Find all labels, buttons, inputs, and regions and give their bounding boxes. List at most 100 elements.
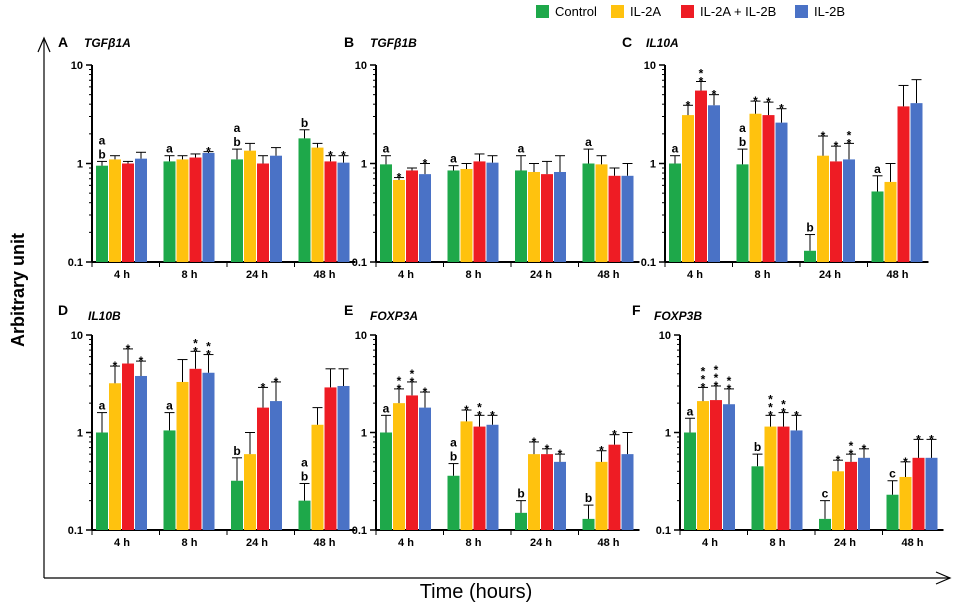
significance-star: * xyxy=(699,74,704,88)
bar-A-0-2 xyxy=(122,163,134,262)
significance-star: * xyxy=(712,88,717,102)
x-tick-label: 8 h xyxy=(182,537,198,549)
panel-B: B TGFβ1B 0.1 1 10 4 h 8 h 24 h 48 h a * * a a a xyxy=(344,34,640,281)
bar-D-3-0 xyxy=(298,500,311,530)
significance-star: * xyxy=(612,428,617,442)
significance-star: * xyxy=(781,398,786,412)
bar-A-0-3 xyxy=(135,158,147,262)
x-tick-label: 4 h xyxy=(114,537,130,549)
bar-C-3-1 xyxy=(884,181,897,262)
x-tick-label: 4 h xyxy=(398,537,414,549)
bar-F-0-2 xyxy=(710,400,722,530)
legend-swatch-1 xyxy=(611,5,624,18)
outer-y-arrow-icon xyxy=(37,36,51,53)
y-tick-label: 0.1 xyxy=(641,257,656,269)
significance-star: * xyxy=(477,400,482,414)
x-tick-label: 48 h xyxy=(313,537,335,549)
bar-F-0-0 xyxy=(684,432,696,530)
x-tick-label: 48 h xyxy=(597,269,619,281)
bar-D-0-1 xyxy=(109,383,121,530)
y-tick-label: 10 xyxy=(644,60,656,72)
y-axis-title: Arbitrary unit xyxy=(8,233,28,347)
significance-star: * xyxy=(794,408,799,422)
legend-label-0: Control xyxy=(555,4,597,19)
significance-star: * xyxy=(781,406,786,420)
x-tick-label: 24 h xyxy=(530,537,552,549)
x-tick-label: 8 h xyxy=(755,269,771,281)
bar-B-3-1 xyxy=(595,164,608,262)
significance-star: * xyxy=(206,145,211,159)
x-tick-label: 24 h xyxy=(834,537,856,549)
significance-star: * xyxy=(410,375,415,389)
bar-D-1-2 xyxy=(189,368,202,530)
significance-star: * xyxy=(903,455,908,469)
significance-star: * xyxy=(821,129,826,143)
significance-letter: b xyxy=(450,450,457,464)
outer-axes xyxy=(37,36,952,585)
y-tick-label: 10 xyxy=(355,330,367,342)
significance-letter: b xyxy=(233,135,240,149)
significance-letter: b xyxy=(739,135,746,149)
bar-E-0-3 xyxy=(419,407,431,530)
bar-C-2-1 xyxy=(817,155,829,262)
significance-star: * xyxy=(847,136,852,150)
significance-star: * xyxy=(328,149,333,163)
significance-letter: a xyxy=(234,121,241,135)
significance-star: * xyxy=(490,408,495,422)
bar-D-3-2 xyxy=(324,387,337,530)
bar-F-1-3 xyxy=(790,430,803,530)
legend-label-3: IL-2B xyxy=(814,4,845,19)
bar-F-2-2 xyxy=(845,461,857,530)
bar-E-0-2 xyxy=(406,395,418,530)
bar-E-2-2 xyxy=(541,454,553,530)
bar-D-1-0 xyxy=(163,430,176,530)
significance-star: * xyxy=(206,348,211,362)
significance-letter: a xyxy=(166,399,173,413)
y-tick-label: 1 xyxy=(77,159,83,171)
significance-letter: b xyxy=(585,491,592,505)
bar-C-1-3 xyxy=(775,122,788,262)
panel-title-F: FOXP3B xyxy=(654,309,702,323)
legend-label-2: IL-2A + IL-2B xyxy=(700,4,776,19)
bar-C-2-0 xyxy=(804,250,816,262)
y-tick-label: 0.1 xyxy=(68,525,83,537)
significance-letter: a xyxy=(687,404,694,418)
x-tick-label: 4 h xyxy=(398,269,414,281)
bar-F-2-3 xyxy=(858,457,870,530)
significance-letter: b xyxy=(806,221,813,235)
bar-E-2-1 xyxy=(528,454,540,530)
bar-E-3-0 xyxy=(582,518,595,530)
bar-E-0-1 xyxy=(393,403,405,530)
x-tick-label: 4 h xyxy=(687,269,703,281)
significance-star: * xyxy=(768,408,773,422)
significance-star: * xyxy=(261,380,266,394)
bar-E-1-1 xyxy=(460,421,473,530)
x-tick-label: 24 h xyxy=(530,269,552,281)
y-tick-label: 1 xyxy=(361,428,367,440)
x-tick-label: 24 h xyxy=(819,269,841,281)
bar-F-1-1 xyxy=(764,426,777,530)
y-tick-label: 10 xyxy=(659,330,671,342)
bar-C-3-0 xyxy=(871,191,884,262)
y-tick-label: 0.1 xyxy=(352,257,367,269)
legend-label-1: IL-2A xyxy=(630,4,661,19)
panel-title-C: IL10A xyxy=(646,36,679,50)
significance-star: * xyxy=(836,453,841,467)
bar-C-0-2 xyxy=(695,90,707,262)
significance-star: * xyxy=(397,382,402,396)
bar-B-3-3 xyxy=(621,175,634,262)
bar-D-3-1 xyxy=(311,424,324,530)
bar-E-1-3 xyxy=(486,424,499,530)
bar-B-0-0 xyxy=(380,164,392,262)
bar-A-3-0 xyxy=(298,138,311,262)
bar-A-2-1 xyxy=(244,150,256,262)
bar-F-1-2 xyxy=(777,426,790,530)
y-tick-label: 10 xyxy=(355,60,367,72)
y-tick-label: 0.1 xyxy=(656,525,671,537)
x-tick-label: 8 h xyxy=(466,537,482,549)
significance-star: * xyxy=(916,432,921,446)
